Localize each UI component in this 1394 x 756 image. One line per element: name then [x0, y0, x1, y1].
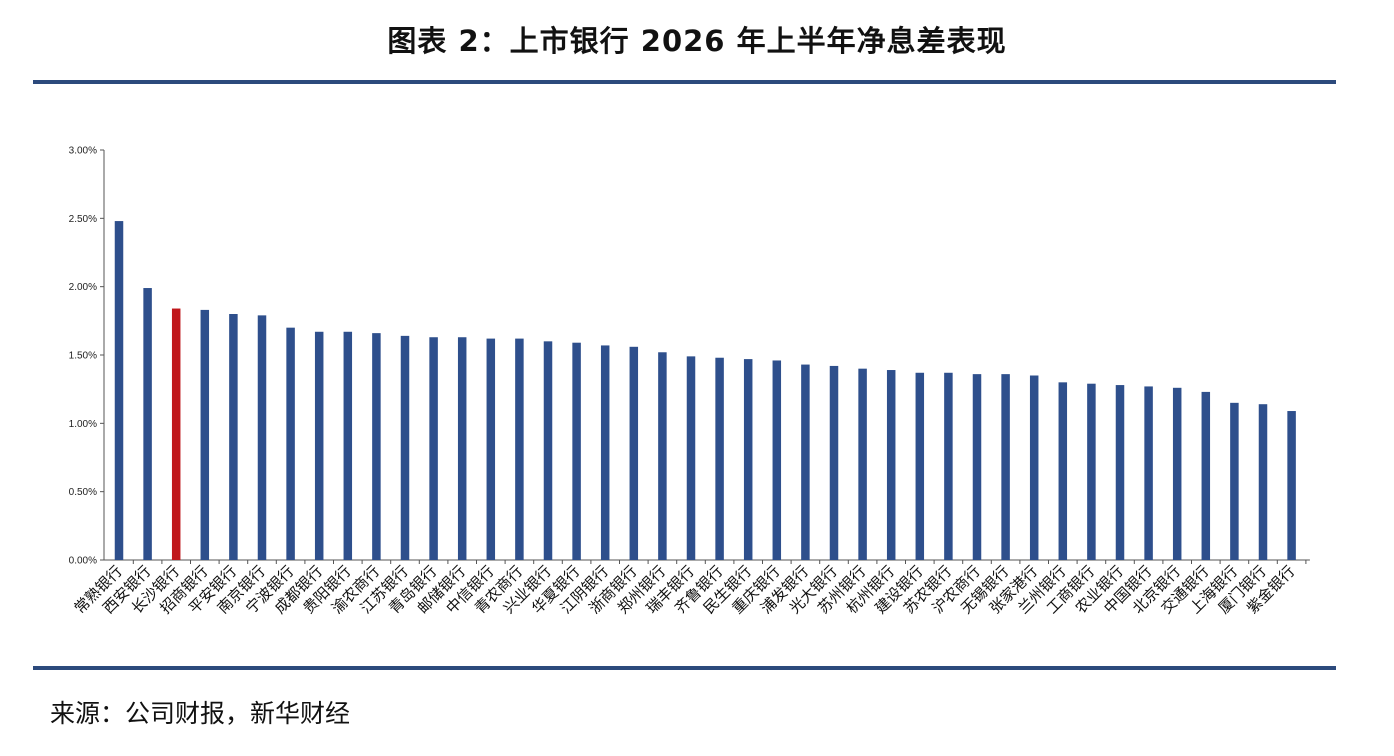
bar	[715, 357, 724, 560]
y-tick-label: 1.50%	[69, 351, 97, 362]
bar	[829, 365, 839, 560]
bar	[372, 333, 381, 560]
bar	[343, 331, 353, 560]
y-tick-label: 0.00%	[69, 556, 97, 567]
bar	[486, 338, 496, 560]
bar	[1144, 386, 1153, 560]
bar	[972, 374, 982, 560]
bar	[1258, 404, 1268, 560]
y-tick-label: 1.00%	[69, 419, 97, 430]
bar	[600, 345, 610, 560]
bar	[1287, 411, 1296, 560]
bar	[801, 364, 810, 560]
y-tick-label: 0.50%	[69, 487, 97, 498]
bar	[1172, 387, 1182, 560]
bar	[314, 331, 324, 560]
bar	[1087, 383, 1096, 560]
bar	[400, 335, 410, 560]
bar	[686, 356, 696, 560]
bar	[171, 308, 181, 560]
bar	[944, 372, 953, 560]
source-note: 来源：公司财报，新华财经	[50, 699, 351, 728]
bar	[658, 352, 667, 560]
page-title: 图表 2：上市银行 2026 年上半年净息差表现	[387, 24, 1007, 58]
y-tick-label: 2.00%	[69, 282, 97, 293]
bar	[257, 315, 267, 560]
y-tick-label: 2.50%	[69, 214, 97, 225]
bar	[1058, 382, 1068, 560]
bar	[457, 337, 467, 560]
bar	[1201, 391, 1211, 560]
bar	[886, 370, 896, 560]
bar	[1001, 374, 1010, 560]
bar	[143, 288, 152, 560]
bar	[1230, 402, 1239, 560]
bar	[743, 359, 753, 560]
bar	[286, 327, 295, 560]
bar	[858, 368, 867, 560]
bar	[114, 221, 124, 561]
bar	[1029, 375, 1039, 560]
bar	[429, 337, 438, 560]
top-divider	[33, 80, 1336, 84]
bar	[915, 372, 925, 560]
bar	[629, 346, 639, 560]
bar	[772, 360, 782, 560]
y-tick-label: 3.00%	[69, 146, 97, 157]
bar	[572, 342, 581, 560]
bottom-divider	[33, 666, 1336, 670]
bar	[543, 341, 553, 560]
bar	[200, 309, 210, 560]
bar	[229, 314, 238, 560]
bar	[1115, 385, 1125, 560]
bar	[515, 338, 524, 560]
